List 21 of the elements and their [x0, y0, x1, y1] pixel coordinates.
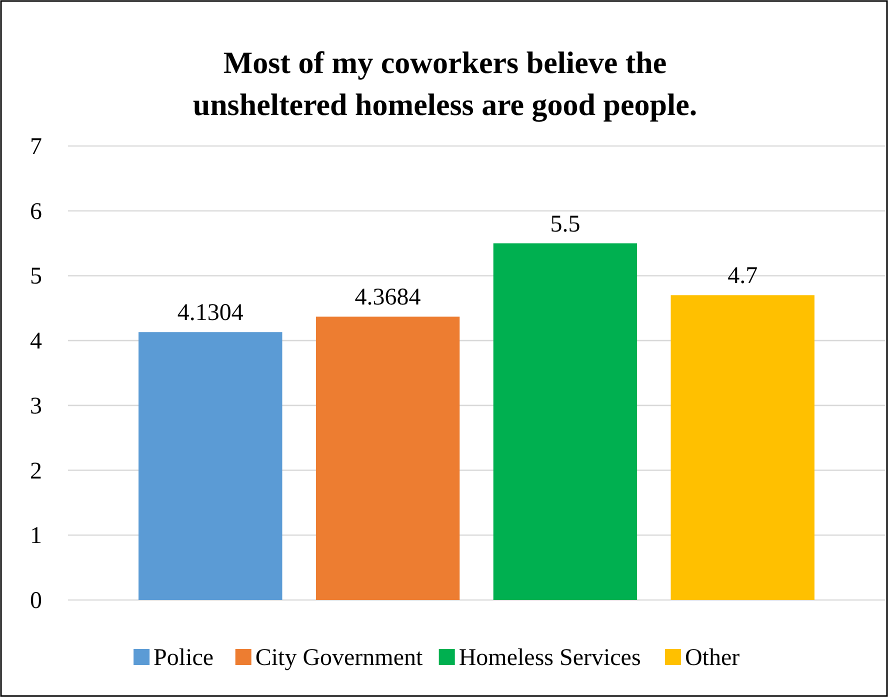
- bar: [493, 243, 638, 600]
- bar: [138, 332, 282, 600]
- legend-label: Police: [154, 645, 214, 671]
- y-tick-label: 1: [30, 523, 42, 550]
- bar: [316, 316, 460, 600]
- data-label: 4.1304: [177, 300, 244, 326]
- data-label: 5.5: [550, 211, 580, 238]
- y-tick-label: 7: [30, 134, 42, 160]
- y-tick-label: 6: [30, 198, 42, 225]
- y-tick-label: 2: [30, 458, 42, 484]
- data-label: 4.3684: [354, 284, 421, 311]
- bar: [670, 295, 814, 600]
- chart-title: Most of my coworkers believe the unsheltered homeless are good people.: [192, 45, 698, 122]
- legend-label: City Government: [255, 645, 423, 671]
- data-label: 4.7: [728, 263, 758, 290]
- legend-label: Homeless Services: [458, 645, 641, 671]
- y-tick-label: 0: [30, 588, 42, 614]
- y-tick-label: 5: [30, 264, 42, 290]
- legend-label: Other: [684, 645, 740, 671]
- y-tick-label: 3: [30, 393, 42, 420]
- y-tick-label: 4: [30, 328, 42, 355]
